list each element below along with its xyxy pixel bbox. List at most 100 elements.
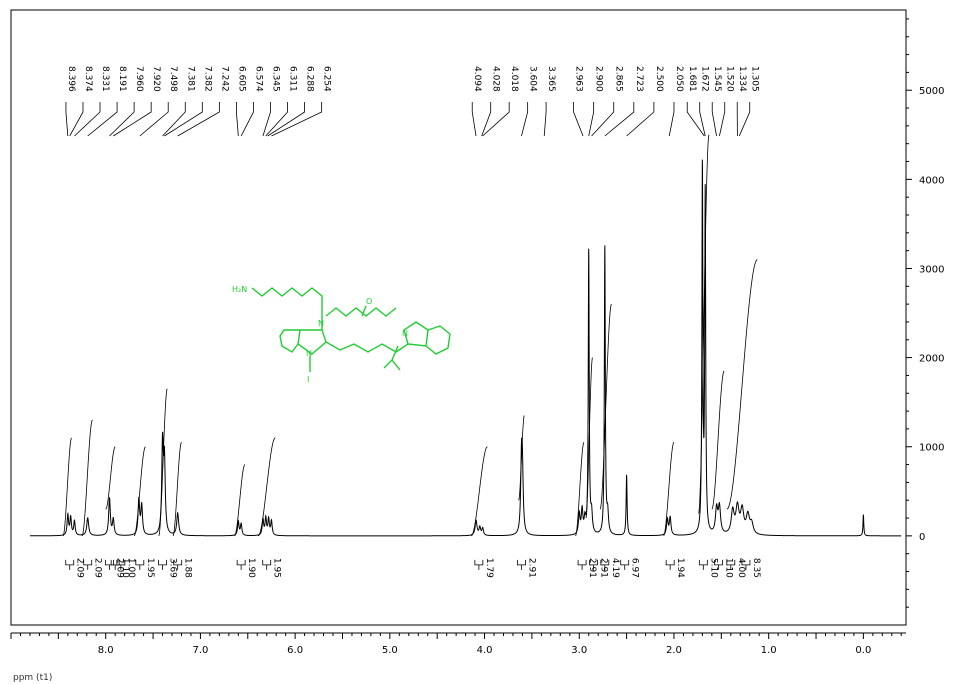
peak-label: 2.723 [634,66,644,92]
peak-label: 6.345 [271,66,281,92]
peak-label: 6.288 [305,66,315,92]
peak-label-connector [591,102,615,137]
integral-curve [105,446,116,510]
integral-bracket [83,559,93,570]
integral-label: 1.88 [183,558,193,578]
peak-label: 1.305 [750,66,760,92]
integral-bracket [474,559,484,570]
integral-label: 4.00 [736,558,746,578]
peak-label: 7.498 [168,66,178,92]
peak-label-connector [271,102,323,137]
peak-label: 4.028 [491,66,501,92]
x-tick-label: 2.0 [666,645,682,656]
integral-curve [158,388,168,537]
peak-label-connector [236,102,239,137]
integral-bracket [262,559,272,570]
peak-label: 3.604 [528,66,538,92]
integral-curve [172,442,182,537]
integral-label: 4.19 [610,558,620,578]
integral-curve [726,259,758,510]
x-tick-label: 3.0 [571,645,587,656]
integral-bracket [741,559,751,570]
peak-label: 3.365 [546,66,556,92]
integral-curve [663,441,675,537]
peak-label: 6.605 [236,66,246,92]
peak-label-connector [240,102,254,137]
integral-label: 1.95 [272,558,282,578]
peak-label-connector [521,102,529,137]
peak-label-connector [65,102,69,137]
integral-bracket [116,559,126,570]
structure-label-carbonyl: O [366,297,372,306]
integral-bracket [726,559,736,570]
peak-label: 4.094 [472,66,482,92]
integral-curves [62,134,758,537]
peak-label-connector [267,102,305,137]
peak-label-connector [699,102,706,137]
integral-curve [711,370,725,510]
peak-label-connector [471,102,477,137]
x-tick-label: 5.0 [382,645,398,656]
integral-curve [62,437,72,537]
peak-label-connector [74,102,101,137]
integral-label: 2.91 [526,558,536,578]
integral-bracket [589,559,598,570]
x-axis-label: ppm (t1) [13,673,52,683]
integral-bracket [158,559,167,570]
integral-label: 1.94 [675,558,685,578]
peak-label-connector [164,102,203,137]
structure-label-amine: H₂N [232,285,247,294]
peak-label: 7.382 [202,66,212,92]
x-tick-label: 6.0 [287,645,303,656]
peak-label-connector [738,102,751,137]
x-tick-label: 7.0 [192,645,208,656]
y-tick-label: 5000 [919,86,944,97]
plot-frame [10,9,907,626]
peak-label: 6.311 [288,66,298,92]
integral-curve [133,446,146,537]
peak-label-connector [626,102,655,137]
peak-label-connector [139,102,169,137]
structure-label-n1: N [318,319,324,328]
peak-label-connector [686,102,705,137]
peak-label: 4.018 [509,66,519,92]
peak-label: 1.334 [737,66,747,92]
integral-label: 6.97 [630,558,640,578]
integral-label: 5.10 [708,558,718,578]
peak-label: 7.960 [134,66,144,92]
x-tick-label: 0.0 [855,645,871,656]
x-tick-label: 8.0 [98,645,114,656]
integral-curve [257,437,276,537]
integral-label: 1.10 [723,558,733,578]
y-tick-label: 4000 [919,175,944,186]
integral-label: 2.91 [587,558,597,578]
molecular-structure: H₂N N O N N I [232,285,451,384]
peak-label: 1.681 [687,66,697,92]
peak-label: 2.865 [614,66,624,92]
peak-label: 7.920 [151,66,161,92]
peak-label-group: 8.396 8.374 8.331 8.191 7.960 7.920 7.498 7.381… [65,66,760,137]
peak-label: 7.242 [219,66,229,92]
integral-label: 2.09 [75,558,85,578]
peak-label: 2.900 [594,66,604,92]
integral-label: 1.00 [126,558,136,578]
integral-bracket [110,559,120,570]
peak-label: 1.672 [700,66,710,92]
integral-label: 2.91 [598,558,608,578]
integral-curve [575,442,585,537]
y-axis: 5000 4000 3000 2000 1000 0 [906,18,944,608]
peak-label-connector [69,102,84,137]
integral-curve [81,419,93,537]
peak-label: 2.963 [574,66,584,92]
x-tick-label: 1.0 [761,645,777,656]
integral-bracket [65,559,75,570]
peak-label: 7.381 [185,66,195,92]
peak-label: 2.500 [654,66,664,92]
integral-label: 1.95 [145,558,155,578]
integral-bracket [135,559,145,570]
peak-label-connector [711,102,717,137]
peak-label-connector [265,102,288,137]
integral-label: 2.09 [114,558,124,578]
integral-label: 3.69 [168,558,178,578]
